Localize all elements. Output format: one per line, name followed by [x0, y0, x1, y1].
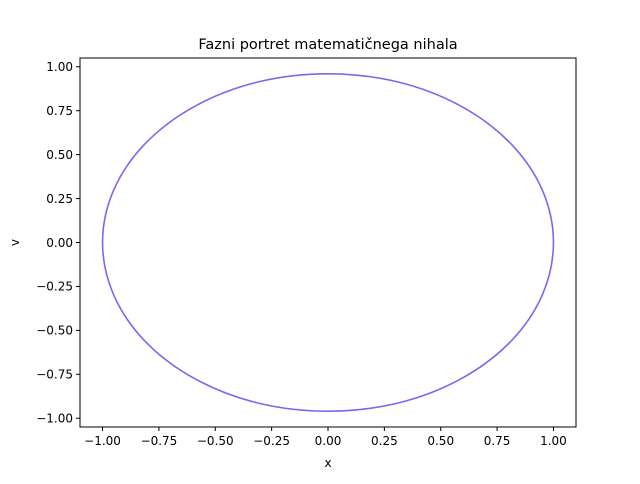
plot-layer — [101, 73, 555, 412]
y-axis-label: v — [8, 239, 22, 246]
y-tick-label: 1.00 — [46, 60, 73, 74]
x-tick-label: 0.00 — [315, 434, 342, 448]
y-tick-label: −0.50 — [36, 324, 73, 338]
series-line-0 — [101, 73, 555, 412]
x-tick-label: −1.00 — [84, 434, 121, 448]
x-tick-label: 0.25 — [371, 434, 398, 448]
x-axis-ticks: −1.00 −0.75 −0.50 −0.25 0.00 0.25 0.50 0.75 1.00 — [84, 427, 567, 448]
x-tick-label: −0.25 — [253, 434, 290, 448]
x-tick-label: 1.00 — [540, 434, 567, 448]
y-tick-label: −0.75 — [36, 368, 73, 382]
y-axis-ticks: −1.00 −0.75 −0.50 −0.25 0.00 0.25 0.50 0.75 1.00 — [36, 60, 80, 426]
y-tick-label: 0.75 — [46, 104, 73, 118]
x-tick-label: 0.50 — [427, 434, 454, 448]
y-tick-label: 0.00 — [46, 236, 73, 250]
chart-title: Fazni portret matematičnega nihala — [198, 37, 457, 53]
y-tick-label: −1.00 — [36, 412, 73, 426]
y-tick-label: 0.25 — [46, 192, 73, 206]
x-tick-label: −0.75 — [141, 434, 178, 448]
y-tick-label: 0.50 — [46, 148, 73, 162]
x-axis-label: x — [324, 456, 331, 470]
x-tick-label: 0.75 — [484, 434, 511, 448]
y-tick-label: −0.25 — [36, 280, 73, 294]
x-tick-label: −0.50 — [197, 434, 234, 448]
